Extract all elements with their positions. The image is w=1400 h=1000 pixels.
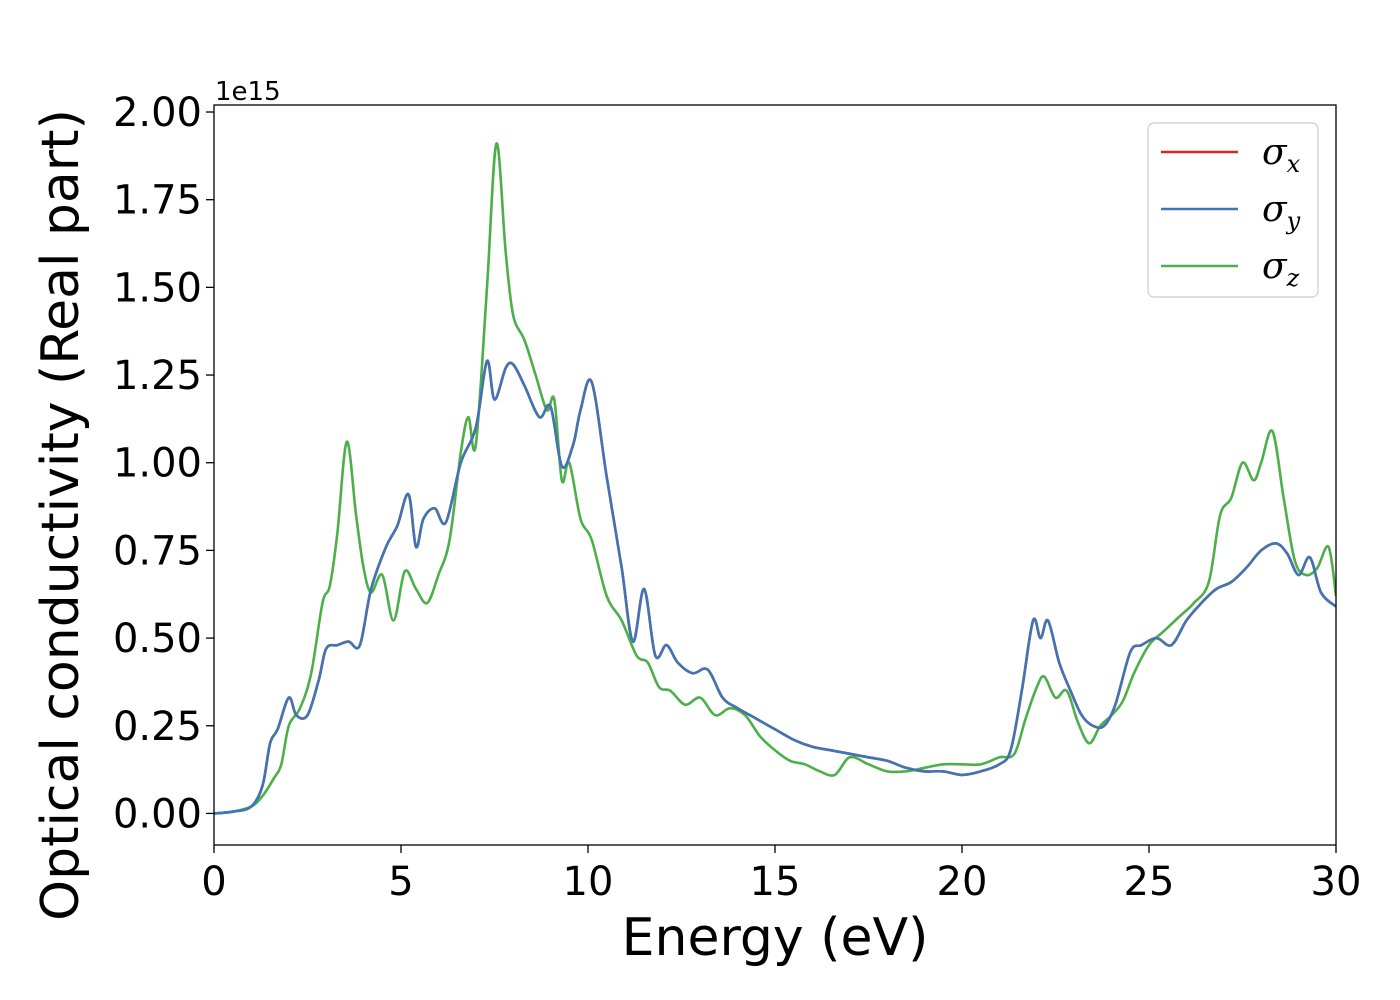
series-line-σx — [214, 359, 1336, 815]
x-tick-label: 25 — [1124, 859, 1175, 905]
x-axis: 0 5 10 15 20 25 30 — [201, 845, 1361, 905]
legend-label: σz — [1262, 246, 1300, 292]
y-tick-label: 2.00 — [113, 90, 202, 136]
series-line-σy — [214, 359, 1336, 815]
y-tick-label: 0.50 — [113, 616, 202, 662]
y-tick-label: 0.75 — [113, 528, 202, 574]
legend: σx σy σz — [1147, 122, 1319, 298]
y-tick-label: 1.75 — [113, 178, 202, 224]
y-tick-label: 1.50 — [113, 265, 202, 311]
x-tick-label: 20 — [937, 859, 988, 905]
y-tick-label: 0.00 — [113, 791, 202, 837]
x-axis-title: Energy (eV) — [622, 908, 929, 968]
y-axis-title: Optical conductivity (Real part) — [31, 109, 91, 921]
y-tick-label: 1.25 — [113, 353, 202, 399]
y-tick-label: 0.25 — [113, 704, 202, 750]
y-tick-label: 1.00 — [113, 441, 202, 487]
x-tick-label: 30 — [1311, 859, 1362, 905]
legend-label: σy — [1262, 189, 1301, 235]
x-tick-label: 10 — [563, 859, 614, 905]
x-tick-label: 5 — [388, 859, 413, 905]
legend-label: σx — [1262, 132, 1301, 178]
y-axis: 0.00 0.25 0.50 0.75 1.00 1.25 1.50 1.75 2.00 — [113, 90, 214, 837]
series-layer — [214, 142, 1336, 815]
x-tick-label: 0 — [201, 859, 226, 905]
y-offset-label: 1e15 — [215, 77, 281, 107]
x-tick-label: 15 — [750, 859, 801, 905]
